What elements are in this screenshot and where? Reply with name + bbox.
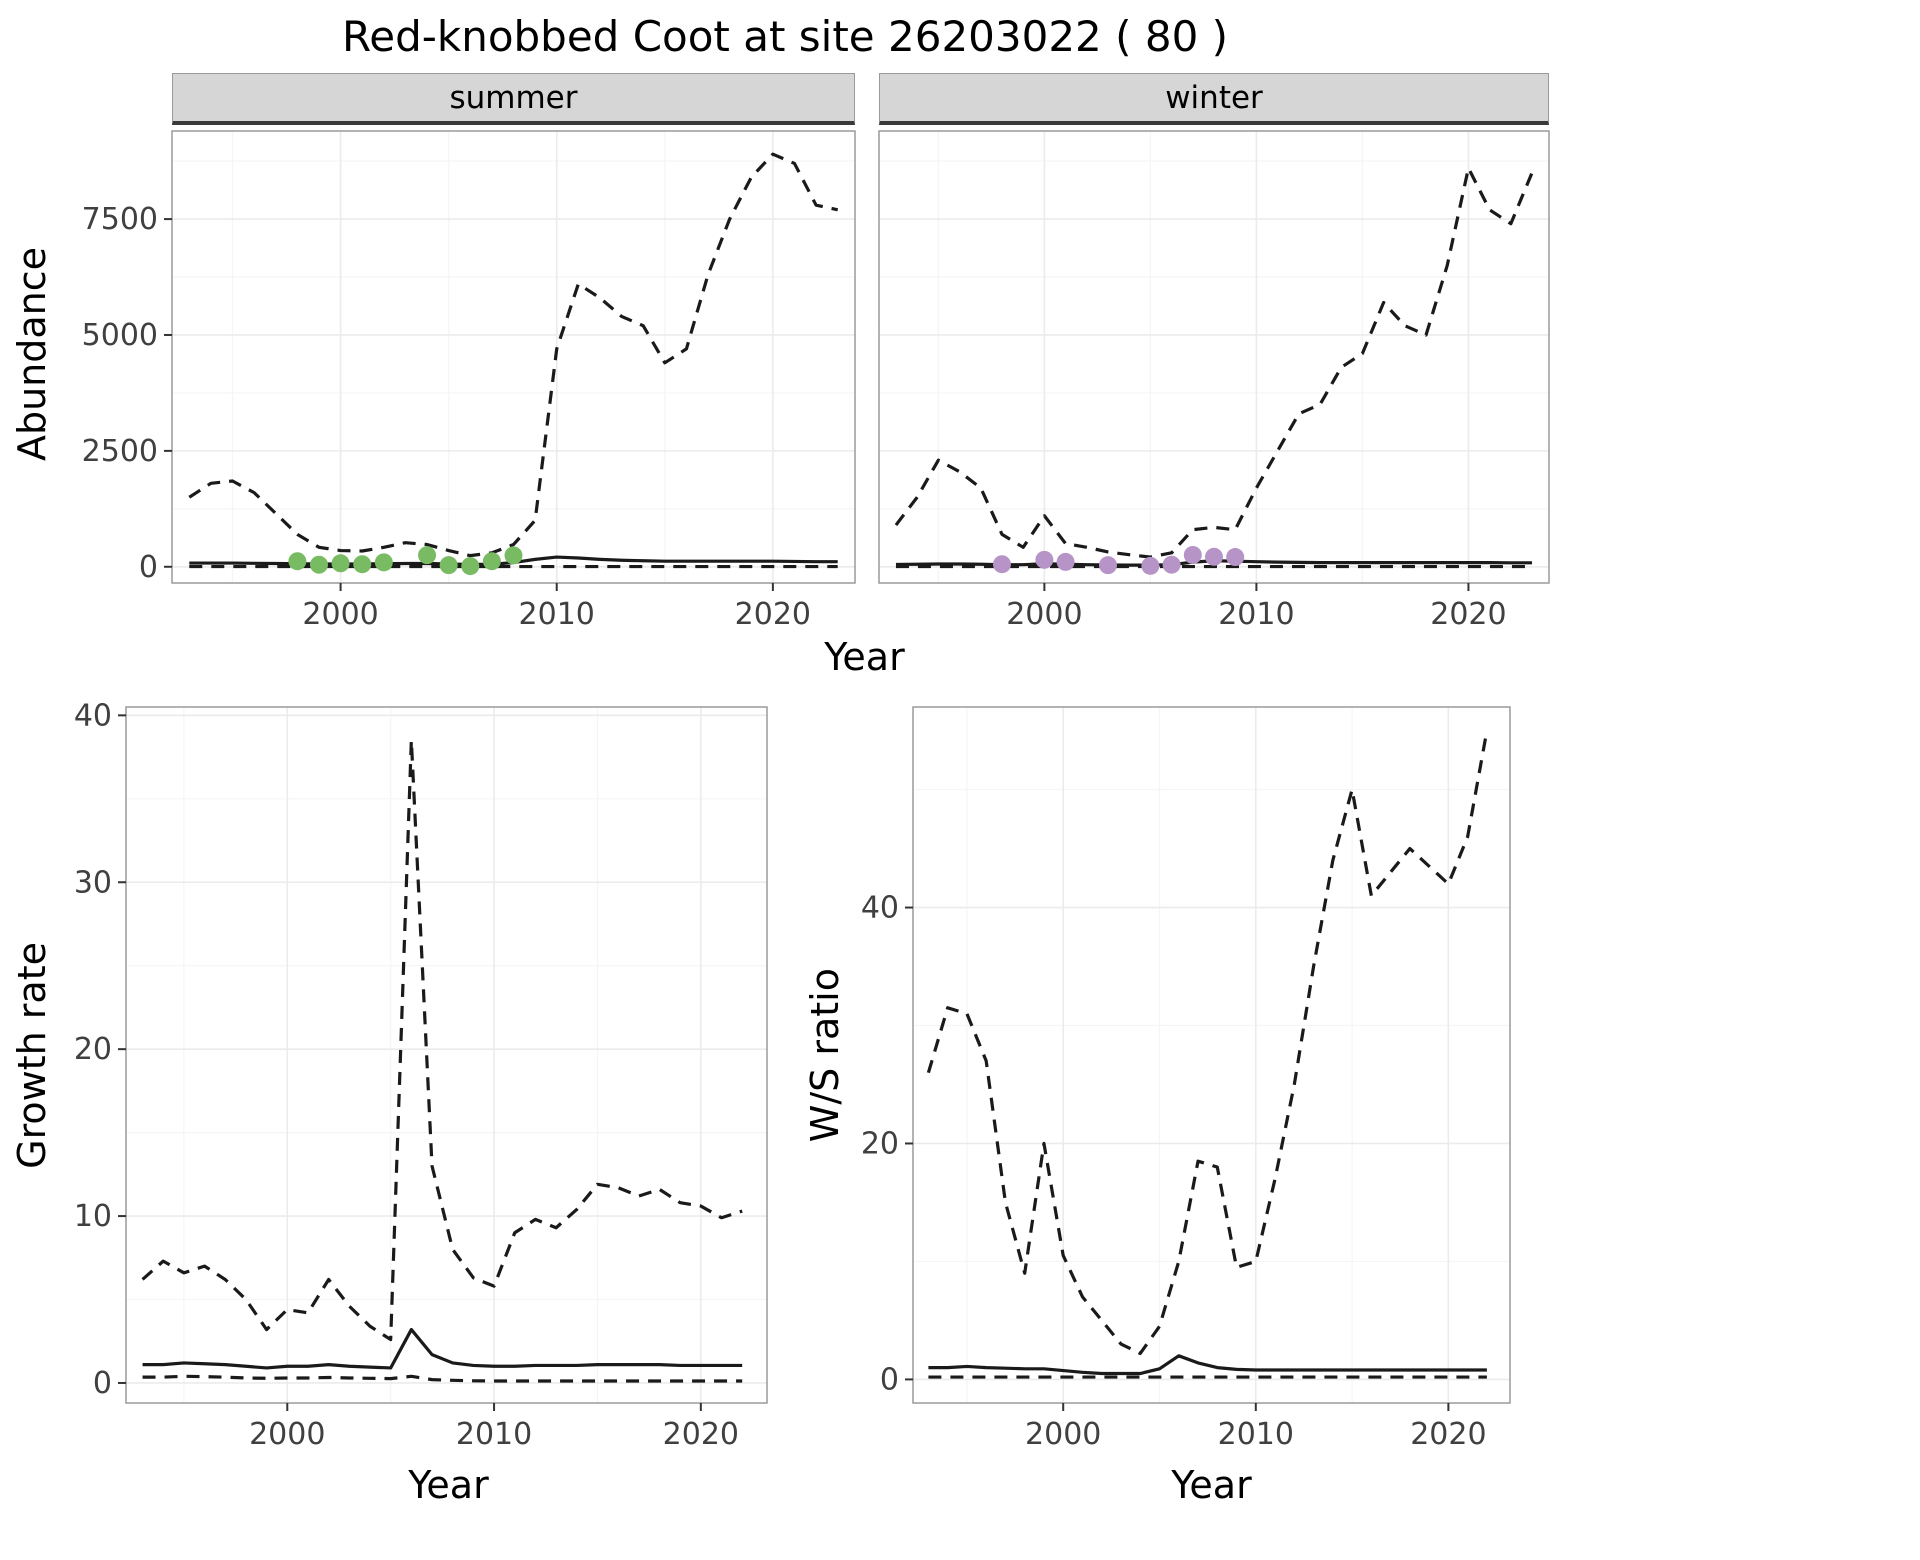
x-tick-label: 2020 xyxy=(1410,1417,1486,1452)
x-axis-ticks: 2000 2010 2020 xyxy=(1006,583,1507,632)
figure-title: Red-knobbed Coot at site 26203022 ( 80 ) xyxy=(341,12,1229,61)
grid-minor xyxy=(126,707,767,1403)
panel-border xyxy=(171,130,856,584)
observed-point xyxy=(1226,548,1245,567)
y-tick-label: 0 xyxy=(880,1362,899,1397)
observed-point xyxy=(461,557,480,576)
plot-figure: Red-knobbed Coot at site 26203022 ( 80 )… xyxy=(10,12,1560,1507)
x-axis-ticks: 2000 2010 2020 xyxy=(249,1403,739,1452)
y-axis-ticks: 0 2500 5000 7500 xyxy=(82,202,172,585)
mean-line xyxy=(928,1354,1487,1376)
y-axis-ticks: 0 20 40 xyxy=(861,891,913,1397)
y-tick-label: 20 xyxy=(74,1032,112,1067)
x-tick-label: 2010 xyxy=(1218,1417,1294,1452)
bottom-charts-row: Growth rate 2000 2010 2020 0 10 20 30 40 Year W… xyxy=(10,693,1560,1507)
y-tick-label: 30 xyxy=(74,865,112,900)
ws-ratio-chart: W/S ratio 2000 2010 2020 0 20 40 Year xyxy=(803,693,1520,1507)
y-tick-label: 7500 xyxy=(82,202,158,237)
grid-major xyxy=(913,707,1510,1403)
observed-point xyxy=(288,552,307,571)
growth-rate-panel: 2000 2010 2020 0 10 20 30 40 xyxy=(62,693,777,1463)
panel-border xyxy=(878,130,1550,584)
observed-point xyxy=(309,555,328,574)
observed-point xyxy=(439,556,458,575)
observed-point xyxy=(504,546,523,565)
observed-point xyxy=(1056,552,1075,571)
x-axis-ticks: 2000 2010 2020 xyxy=(1025,1403,1487,1452)
facet-winter: winter 2000 2010 2020 xyxy=(867,73,1567,635)
x-tick-label: 2020 xyxy=(663,1417,739,1452)
upper-ci-line xyxy=(188,152,839,558)
facet-strip-summer: summer xyxy=(172,73,855,125)
chart-growth-rate: 2000 2010 2020 0 10 20 30 40 xyxy=(74,698,768,1452)
x-tick-label: 2000 xyxy=(249,1417,325,1452)
grid-major xyxy=(126,707,767,1403)
observed-point xyxy=(418,546,437,565)
observed-point xyxy=(992,555,1011,574)
observed-point xyxy=(353,555,372,574)
abundance-summer-panel: 2000 2010 2020 0 2500 5000 7500 xyxy=(62,125,857,635)
observed-point xyxy=(1098,556,1117,575)
observed-point xyxy=(1035,550,1054,569)
x-tick-label: 2000 xyxy=(1006,597,1082,632)
y-tick-label: 40 xyxy=(861,891,899,926)
chart-ws-ratio: 2000 2010 2020 0 20 40 xyxy=(861,706,1511,1452)
facet-strip-winter: winter xyxy=(879,73,1549,125)
x-tick-label: 2010 xyxy=(456,1417,532,1452)
upper-ci-line xyxy=(894,166,1534,559)
growth-rate-y-axis-title: Growth rate xyxy=(10,941,54,1169)
grid-minor xyxy=(913,707,1510,1403)
grid-minor xyxy=(172,131,855,583)
observed-counts-winter xyxy=(992,545,1245,575)
panel-border xyxy=(125,706,768,1404)
observed-point xyxy=(1205,547,1223,566)
y-tick-label: 10 xyxy=(74,1199,112,1234)
y-tick-label: 40 xyxy=(74,698,112,733)
observed-point xyxy=(1183,545,1202,564)
ws-ratio-panel: 2000 2010 2020 0 20 40 xyxy=(855,693,1520,1463)
observed-point xyxy=(1141,556,1160,575)
y-tick-label: 20 xyxy=(861,1126,899,1161)
series-group xyxy=(141,738,743,1383)
observed-point xyxy=(482,552,501,571)
abundance-winter-panel: 2000 2010 2020 xyxy=(867,125,1567,635)
x-axis-ticks: 2000 2010 2020 xyxy=(302,583,811,632)
x-tick-label: 2020 xyxy=(1430,597,1506,632)
ws-ratio-y-axis-title: W/S ratio xyxy=(803,967,847,1143)
y-tick-label: 0 xyxy=(139,550,158,585)
x-tick-label: 2020 xyxy=(735,597,811,632)
facet-strip-summer-label: summer xyxy=(449,79,578,116)
lower-ci-line xyxy=(142,1374,743,1383)
y-axis-ticks: 0 10 20 30 40 xyxy=(74,698,126,1401)
observed-point xyxy=(331,554,350,573)
chart-abundance-summer: 2000 2010 2020 0 2500 5000 7500 xyxy=(82,130,856,632)
y-tick-label: 2500 xyxy=(82,434,158,469)
upper-ci-line xyxy=(141,738,743,1342)
facet-summer: summer 2000 2010 2020 0 2500 5000 7500 xyxy=(62,73,857,635)
x-tick-label: 2010 xyxy=(519,597,595,632)
y-tick-label: 5000 xyxy=(82,318,158,353)
x-tick-label: 2010 xyxy=(1218,597,1294,632)
x-tick-label: 2000 xyxy=(302,597,378,632)
ws-ratio-x-axis-title: Year xyxy=(1171,1463,1252,1507)
x-tick-label: 2000 xyxy=(1025,1417,1101,1452)
series-group xyxy=(926,730,1489,1379)
observed-point xyxy=(374,553,393,572)
abundance-x-axis-title: Year xyxy=(824,635,905,679)
chart-abundance-winter: 2000 2010 2020 xyxy=(878,130,1550,632)
facet-strip-winter-label: winter xyxy=(1165,79,1263,116)
panel-border xyxy=(912,706,1511,1404)
grid-minor xyxy=(879,131,1549,583)
abundance-facet-row: Abundance summer 2000 2010 2020 0 2500 5000 75… xyxy=(10,73,1560,635)
observed-counts-summer xyxy=(288,546,523,576)
mean-line xyxy=(142,1327,743,1370)
y-tick-label: 0 xyxy=(93,1366,112,1401)
growth-rate-chart: Growth rate 2000 2010 2020 0 10 20 30 40 Year xyxy=(10,693,777,1507)
observed-point xyxy=(1162,555,1181,574)
upper-ci-line xyxy=(926,730,1489,1356)
growth-rate-x-axis-title: Year xyxy=(408,1463,489,1507)
abundance-y-axis-title: Abundance xyxy=(10,246,54,462)
